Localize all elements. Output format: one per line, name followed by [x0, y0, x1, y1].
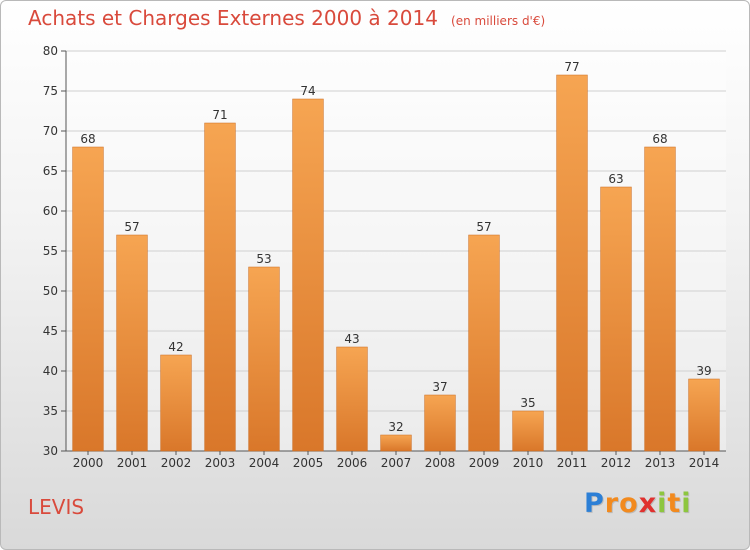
y-tick-label: 45 [43, 324, 58, 338]
proxiti-logo: Proxiti [584, 488, 692, 519]
logo-letter: o [619, 488, 639, 519]
bar [160, 354, 192, 452]
x-tick-label: 2008 [425, 456, 456, 470]
bar-value-label: 77 [564, 60, 579, 74]
bar-value-label: 57 [124, 220, 139, 234]
bar-value-label: 43 [344, 332, 359, 346]
y-tick-label: 65 [43, 164, 58, 178]
x-tick-label: 2011 [557, 456, 588, 470]
bar [204, 122, 236, 452]
bar-value-label: 74 [300, 84, 315, 98]
x-tick-label: 2005 [293, 456, 324, 470]
bar-value-label: 53 [256, 252, 271, 266]
logo-letter: t [667, 488, 682, 519]
bar [380, 434, 412, 452]
bar [248, 266, 280, 452]
logo-letter: i [657, 488, 668, 519]
logo-letter: P [584, 488, 605, 519]
y-tick-label: 80 [43, 44, 58, 58]
bar-value-label: 68 [80, 132, 95, 146]
x-tick-label: 2003 [205, 456, 236, 470]
bar [424, 394, 456, 452]
y-tick-label: 60 [43, 204, 58, 218]
bar-value-label: 37 [432, 380, 447, 394]
bar-value-label: 35 [520, 396, 535, 410]
x-tick-label: 2001 [117, 456, 148, 470]
bar [72, 146, 104, 452]
logo-letter: i [681, 488, 692, 519]
x-tick-label: 2004 [249, 456, 280, 470]
y-tick-label: 75 [43, 84, 58, 98]
bar-value-label: 32 [388, 420, 403, 434]
x-tick-label: 2006 [337, 456, 368, 470]
city-label: LEVIS [28, 495, 85, 519]
x-tick-label: 2002 [161, 456, 192, 470]
chart-title: Achats et Charges Externes 2000 à 2014 [28, 6, 438, 30]
bar-value-label: 63 [608, 172, 623, 186]
y-tick-label: 35 [43, 404, 58, 418]
bar-value-label: 57 [476, 220, 491, 234]
x-tick-label: 2012 [601, 456, 632, 470]
bar [116, 234, 148, 452]
bar [468, 234, 500, 452]
bar-value-label: 71 [212, 108, 227, 122]
x-tick-label: 2014 [689, 456, 720, 470]
x-tick-label: 2000 [73, 456, 104, 470]
bar [688, 378, 720, 452]
bar [644, 146, 676, 452]
y-tick-label: 55 [43, 244, 58, 258]
bar-value-label: 42 [168, 340, 183, 354]
bar [292, 98, 324, 452]
x-tick-label: 2009 [469, 456, 500, 470]
bar-value-label: 68 [652, 132, 667, 146]
x-tick-label: 2013 [645, 456, 676, 470]
y-tick-label: 70 [43, 124, 58, 138]
logo-letter: r [604, 488, 620, 519]
x-tick-label: 2007 [381, 456, 412, 470]
bar [512, 410, 544, 452]
y-tick-label: 30 [43, 444, 58, 458]
x-tick-label: 2010 [513, 456, 544, 470]
y-tick-label: 50 [43, 284, 58, 298]
bar-value-label: 39 [696, 364, 711, 378]
chart-title-row: Achats et Charges Externes 2000 à 2014 (… [28, 6, 545, 30]
bar [336, 346, 368, 452]
y-tick-label: 40 [43, 364, 58, 378]
chart-subtitle: (en milliers d'€) [451, 14, 546, 28]
logo-letter: x [638, 488, 658, 519]
bar [600, 186, 632, 452]
bar [556, 74, 588, 452]
